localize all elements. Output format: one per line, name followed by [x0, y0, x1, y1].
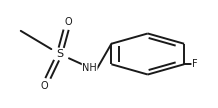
Text: S: S — [56, 49, 63, 59]
Text: O: O — [64, 17, 72, 27]
Text: O: O — [41, 81, 48, 91]
Text: F: F — [192, 59, 198, 69]
Text: NH: NH — [82, 63, 97, 73]
